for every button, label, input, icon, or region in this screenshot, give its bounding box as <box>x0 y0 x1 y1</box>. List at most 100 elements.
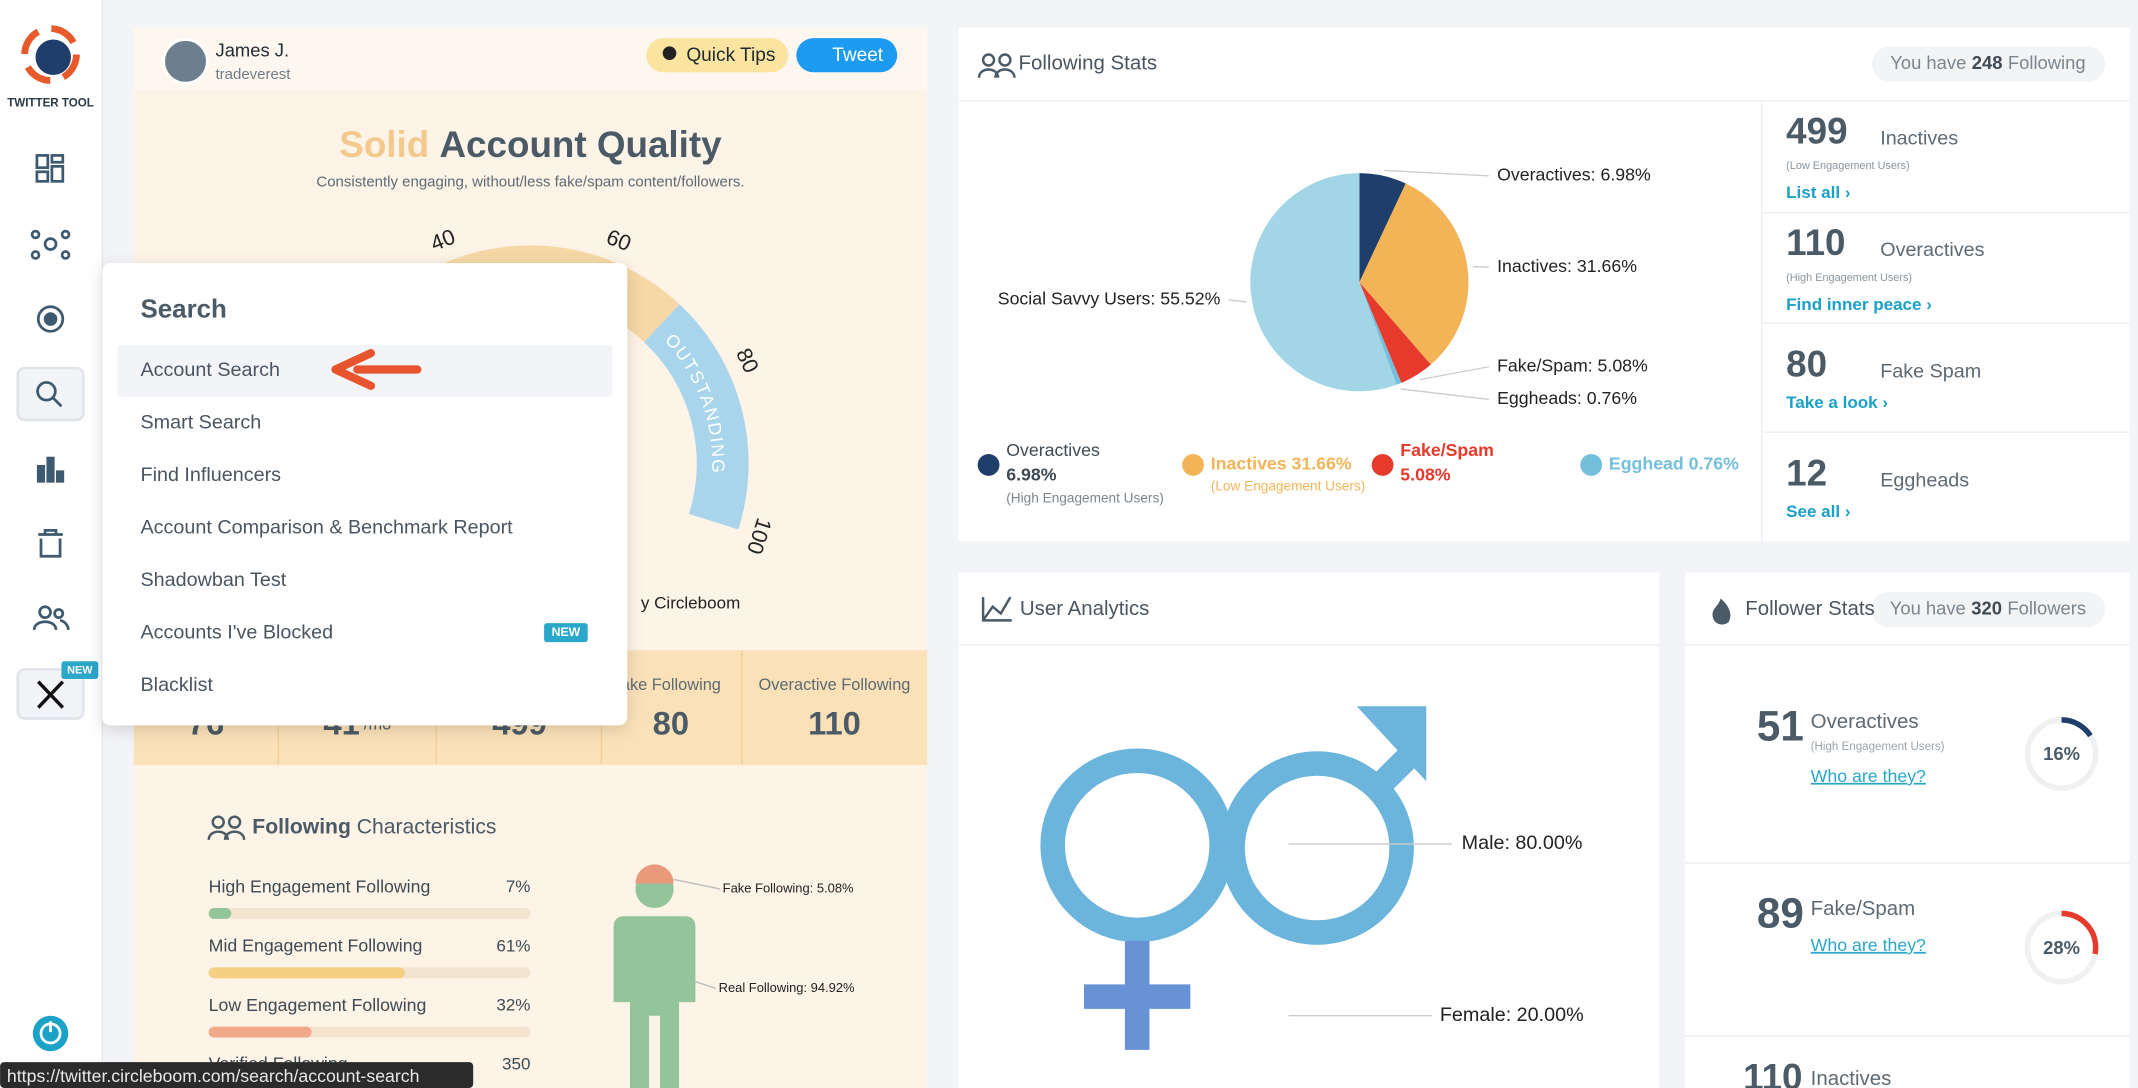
row-count: 110 <box>1743 1057 1802 1088</box>
gauge-credit: y Circleboom <box>641 593 740 612</box>
side-count: 110 <box>1786 222 1845 263</box>
gauge-band <box>644 304 749 530</box>
menu-item[interactable]: Smart Search <box>141 412 262 434</box>
side-link[interactable]: Find inner peace › <box>1786 295 1932 314</box>
pie-label: Overactives: 6.98% <box>1497 165 1651 185</box>
pointer-arrow <box>331 349 422 390</box>
pie-slice <box>1250 173 1397 392</box>
new-badge: NEW <box>552 625 581 639</box>
legend-name: Overactives <box>1006 440 1100 460</box>
sidebar-icons[interactable] <box>16 154 85 720</box>
status-url: https://twitter.circleboom.com/search/ac… <box>7 1066 420 1086</box>
leader-line <box>1228 299 1247 303</box>
bar-label: Mid Engagement Following <box>209 936 423 956</box>
bar-label: Low Engagement Following <box>209 995 427 1015</box>
side-name: Inactives <box>1880 127 1958 149</box>
profile-bar <box>133 27 928 90</box>
figure-label: Fake Following: 5.08% <box>723 880 854 895</box>
characteristics-icon <box>207 815 246 841</box>
strip-label: Overactive Following <box>759 676 911 694</box>
strip-label: ake Following <box>621 676 721 694</box>
following-stats-card <box>958 27 2130 542</box>
power-button[interactable] <box>32 1015 69 1052</box>
side-count: 12 <box>1786 453 1827 494</box>
figure-label: Real Following: 94.92% <box>719 980 855 995</box>
pill-suffix: Following <box>2008 52 2086 73</box>
bar-pct: 350 <box>502 1054 530 1073</box>
pie-slice <box>1359 282 1402 385</box>
gender-label: Female: 20.00% <box>1440 1004 1584 1026</box>
title-accent: Solid <box>339 124 429 165</box>
bar-fill <box>208 1026 312 1038</box>
menu-item[interactable]: Accounts I've Blocked <box>141 622 334 644</box>
row-name: Overactives <box>1811 710 1919 733</box>
row-sub: (High Engagement Users) <box>1811 741 1945 753</box>
menu-item[interactable]: Account Search <box>141 359 280 381</box>
quick-tips-button[interactable] <box>646 38 789 73</box>
tweet-label[interactable]: Tweet <box>832 45 884 66</box>
legend-icon <box>977 454 1000 476</box>
legend-icon <box>1371 454 1394 476</box>
side-sub: (Low Engagement Users) <box>1786 160 1909 172</box>
side-dividers <box>1761 212 2130 433</box>
side-count: 80 <box>1786 343 1827 384</box>
ring-arc <box>2024 910 2099 985</box>
row-link[interactable]: Who are they? <box>1811 766 1926 786</box>
side-name: Eggheads <box>1880 470 1969 492</box>
profile-handle: tradeverest <box>216 66 292 83</box>
pie-label: Inactives: 31.66% <box>1497 256 1637 276</box>
pill-text: You have 248 Following <box>1890 52 2085 73</box>
tweet-button[interactable] <box>796 38 898 73</box>
row-name: Fake/Spam <box>1811 897 1916 920</box>
side-name: Overactives <box>1880 239 1984 261</box>
row-name: Inactives <box>1811 1067 1892 1088</box>
pill-text: You have 320 Followers <box>1890 597 2086 618</box>
row-link[interactable]: Who are they? <box>1811 935 1926 955</box>
pill-prefix: You have <box>1890 597 1966 618</box>
legend-pct: 5.08% <box>1400 465 1450 485</box>
card-title: User Analytics <box>1020 597 1149 620</box>
ring-arc <box>2024 717 2099 791</box>
ring-label: 28% <box>2043 937 2080 958</box>
menu-item[interactable]: Shadowban Test <box>141 569 287 591</box>
bar-fill <box>208 967 405 979</box>
quality-title: Solid Account Quality <box>339 124 722 165</box>
pie-slice <box>1359 183 1469 365</box>
profile-name: James J. <box>216 40 290 61</box>
row-count: 51 <box>1757 703 1804 750</box>
strip-number: 80 <box>653 704 689 741</box>
title-space <box>429 124 439 165</box>
person-figure <box>613 864 721 1088</box>
bar-pct: 32% <box>496 996 530 1015</box>
status-bar <box>0 1062 474 1088</box>
bar-track <box>208 908 531 919</box>
bar-pct: 7% <box>506 877 531 896</box>
menu-item[interactable]: Account Comparison & Benchmark Report <box>141 517 514 539</box>
pie-label: Fake/Spam: 5.08% <box>1497 355 1648 375</box>
strip-value: 80 <box>653 704 689 741</box>
side-link[interactable]: Take a look › <box>1786 393 1888 412</box>
legend-sub: (High Engagement Users) <box>1006 491 1164 506</box>
title-bold: Following <box>252 815 351 838</box>
avatar <box>162 38 209 85</box>
side-link[interactable]: See all › <box>1786 502 1850 521</box>
new-badge-bg <box>544 623 588 643</box>
bar-label: High Engagement Following <box>209 876 431 896</box>
title-rest: Account Quality <box>439 124 722 165</box>
popup-panel <box>102 263 628 726</box>
bar-pct: 61% <box>496 936 530 955</box>
quick-tips-label[interactable]: Quick Tips <box>686 45 775 66</box>
search-popup: Search Account Search Smart Search Find Inf… <box>102 263 628 726</box>
logo-text: TWITTER TOOL <box>7 98 94 110</box>
menu-item[interactable]: Blacklist <box>141 674 214 696</box>
leader-line <box>1472 265 1489 268</box>
following-icon <box>977 53 1016 78</box>
pill-suffix: Followers <box>2007 597 2086 618</box>
legend-name: Egghead 0.76% <box>1609 454 1739 474</box>
new-badge: NEW <box>67 665 93 677</box>
menu-item[interactable]: Find Influencers <box>141 464 282 486</box>
leader-line <box>1400 388 1490 401</box>
side-link[interactable]: List all › <box>1786 183 1850 202</box>
pie-label: Social Savvy Users: 55.52% <box>998 289 1221 309</box>
